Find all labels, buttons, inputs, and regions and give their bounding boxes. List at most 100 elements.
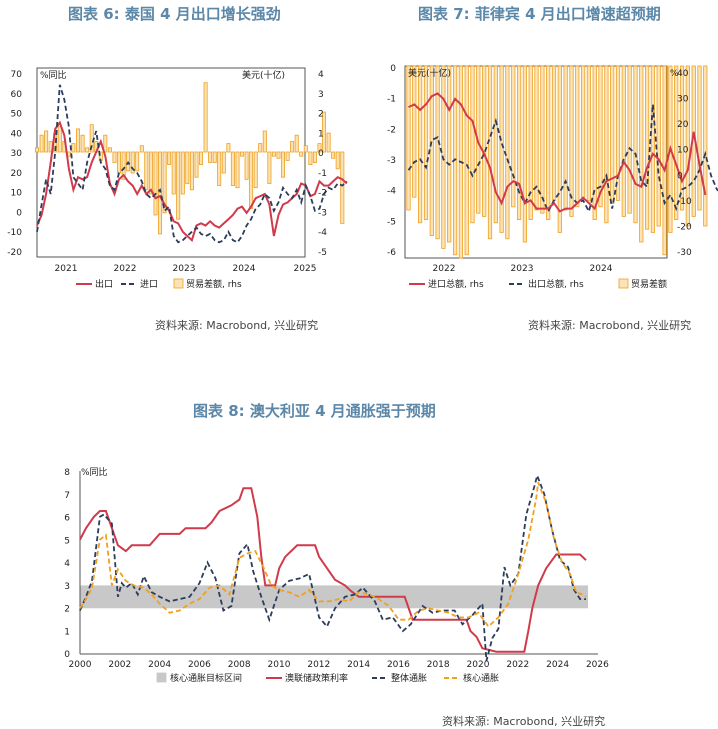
fig6-bar xyxy=(139,145,144,153)
fig6-legend-import-label: 进口 xyxy=(140,279,158,290)
fig6-bar xyxy=(253,151,258,189)
fig7-bar xyxy=(557,65,562,233)
fig6-left-tick-label: -20 xyxy=(7,248,22,258)
fig6-right-tick-label: -1 xyxy=(318,169,327,179)
figure7-title: 图表 7: 菲律宾 4 月出口增速超预期 xyxy=(418,5,661,23)
fig7-bar xyxy=(499,65,504,233)
fig6-bar xyxy=(299,151,304,157)
fig6-bar xyxy=(290,141,295,153)
fig6-plot-frame xyxy=(36,67,306,258)
fig6-bar xyxy=(267,151,272,184)
fig7-bar xyxy=(423,65,429,221)
fig6-bar xyxy=(57,126,62,153)
fig6-bar xyxy=(308,151,313,166)
fig6-bar xyxy=(230,151,235,186)
fig6-right-tick-label: 3 xyxy=(318,90,324,100)
fig7-left-tick-label: -6 xyxy=(387,248,396,258)
fig7-bar xyxy=(703,65,708,227)
fig7-bar xyxy=(546,65,551,221)
fig8-y-tick-label: 4 xyxy=(64,559,70,569)
fig8-series-core-cpi-line xyxy=(79,482,587,628)
fig6-left-tick-label: 50 xyxy=(11,110,23,120)
figure6-title: 图表 6: 泰国 4 月出口增长强劲 xyxy=(68,5,281,23)
fig6-bar xyxy=(130,151,135,174)
fig6-bar xyxy=(44,130,49,153)
fig8-y-tick-label: 8 xyxy=(64,468,70,478)
fig8-x-tick-label: 2012 xyxy=(307,660,330,670)
fig6-bar xyxy=(203,82,208,153)
fig7-left-tick-label: 0 xyxy=(390,64,396,74)
fig7-right-tick-label: -10 xyxy=(677,197,692,207)
fig8-x-tick-label: 2004 xyxy=(148,660,171,670)
fig6-left-tick-label: 0 xyxy=(16,208,22,218)
fig6-bar xyxy=(226,143,231,153)
fig7-bar xyxy=(569,65,574,217)
fig7-bar xyxy=(621,65,626,217)
fig7-left-tick-label: -5 xyxy=(387,217,396,227)
fig7-bar xyxy=(575,65,580,208)
fig6-x-tick-label: 2023 xyxy=(173,264,196,274)
fig7-bar xyxy=(511,65,516,208)
fig7-bar xyxy=(417,65,423,224)
fig7-legend-balance-label: 贸易差额 xyxy=(631,278,667,290)
fig6-right-tick-label: -2 xyxy=(318,189,327,199)
figure8-source: 资料来源: Macrobond, 兴业研究 xyxy=(442,715,606,728)
fig8-x-tick-label: 2014 xyxy=(347,660,370,670)
fig7-bar xyxy=(633,65,638,224)
fig6-bar xyxy=(148,151,153,195)
fig6-legend-balance-swatch xyxy=(173,278,184,289)
fig7-bar xyxy=(604,65,609,224)
fig6-bar xyxy=(303,145,308,153)
fig6-bar xyxy=(171,151,176,195)
fig8-y-tick-label: 3 xyxy=(64,582,70,592)
fig7-left-axis-label: 美元(十亿) xyxy=(408,67,451,79)
fig6-left-tick-label: -10 xyxy=(7,228,22,238)
fig6-bar xyxy=(280,151,285,178)
fig6-bar xyxy=(276,151,281,159)
fig8-x-tick-label: 2024 xyxy=(546,660,569,670)
fig6-bar xyxy=(326,132,331,153)
fig6-bar xyxy=(185,151,190,184)
fig8-legend-band-label: 核心通胀目标区间 xyxy=(170,672,242,684)
fig7-bar xyxy=(650,65,656,233)
fig6-bar xyxy=(135,151,140,172)
fig6-bar xyxy=(312,151,317,163)
fig6-right-tick-label: 1 xyxy=(318,129,324,139)
fig8-y-tick-label: 5 xyxy=(64,536,70,546)
fig6-x-tick-label: 2024 xyxy=(233,264,256,274)
fig7-right-tick-label: -30 xyxy=(677,248,692,258)
fig7-bar xyxy=(528,65,533,221)
fig7-x-tick-label: 2024 xyxy=(590,264,613,274)
fig6-bar xyxy=(112,151,117,163)
fig8-x-tick-label: 2006 xyxy=(188,660,211,670)
fig8-legend-headline-label: 整体通胀 xyxy=(391,672,427,684)
fig6-bar xyxy=(294,134,299,153)
fig6-bar xyxy=(144,151,149,191)
fig7-left-tick-label: -3 xyxy=(387,156,396,166)
fig8-x-tick-label: 2000 xyxy=(69,660,92,670)
fig6-right-tick-label: -5 xyxy=(318,248,327,258)
fig7-series-export-line xyxy=(407,104,718,214)
fig7-right-tick-label: 10 xyxy=(677,146,689,156)
fig6-x-tick-label: 2021 xyxy=(55,264,78,274)
fig7-bar xyxy=(435,65,440,240)
fig6-bar xyxy=(153,151,158,216)
fig7-bar xyxy=(586,65,592,201)
fig8-left-axis-label: %同比 xyxy=(81,466,108,478)
fig7-bar xyxy=(598,65,603,208)
fig6-bar xyxy=(121,151,126,180)
fig7-bar xyxy=(517,65,522,221)
fig6-right-tick-label: 0 xyxy=(318,149,324,159)
fig8-legend-core-label: 核心通胀 xyxy=(463,672,499,684)
fig6-bar xyxy=(176,151,181,220)
figure8-title: 图表 8: 澳大利亚 4 月通胀强于预期 xyxy=(193,402,436,420)
fig7-bar xyxy=(412,65,417,198)
fig8-y-tick-label: 7 xyxy=(64,491,70,501)
fig8-x-tick-label: 2002 xyxy=(108,660,131,670)
fig7-x-tick-label: 2022 xyxy=(433,264,456,274)
fig6-bar xyxy=(235,151,240,189)
fig8-x-tick-label: 2018 xyxy=(427,660,450,670)
fig8-x-tick-label: 2026 xyxy=(586,660,609,670)
